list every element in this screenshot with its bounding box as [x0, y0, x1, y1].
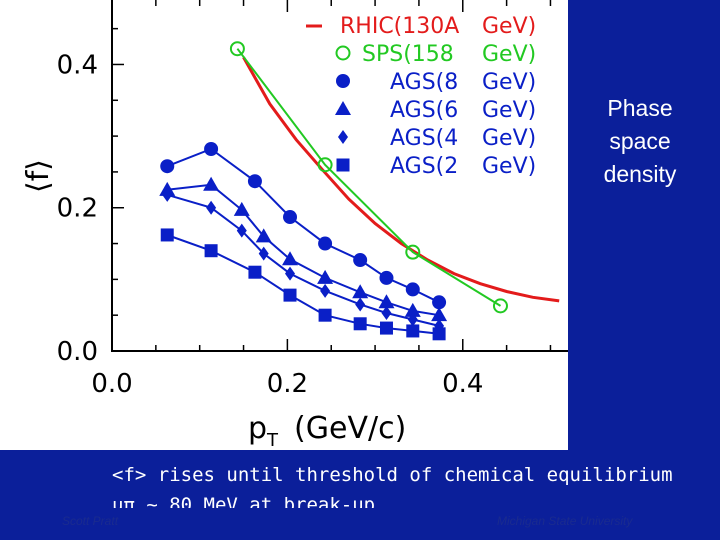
x-axis-label: pT (GeV/c)	[248, 411, 406, 450]
caption-line1: <f> rises until threshold of chemical eq…	[112, 464, 673, 486]
x-tick-label: 0.4	[442, 369, 483, 399]
legend-label: AGS(6	[390, 98, 458, 123]
data-point	[492, 298, 508, 314]
data-point	[355, 297, 366, 312]
data-point	[318, 236, 333, 251]
data-point	[258, 246, 269, 261]
data-point	[285, 266, 296, 281]
legend-swatch	[338, 130, 348, 144]
data-point	[229, 41, 245, 57]
data-point	[204, 244, 218, 258]
legend-label: AGS(4	[390, 126, 458, 151]
data-point	[162, 187, 173, 202]
y-tick-label: 0.2	[57, 194, 98, 224]
x-tick-label: 0.0	[91, 369, 132, 399]
data-point	[405, 282, 420, 297]
legend-label-units: GeV)	[482, 98, 536, 123]
data-point	[247, 174, 262, 189]
phase-space-chart: 0.0 0.2 0.4 0.0 0.2 0.4 pT (GeV/c) ⟨f⟩ RHIC(130A…	[21, 0, 568, 450]
data-point	[283, 288, 297, 302]
data-point	[320, 283, 331, 298]
data-point	[353, 317, 367, 331]
legend-swatch	[336, 74, 350, 88]
data-point	[236, 223, 247, 238]
series-line-1	[236, 48, 502, 307]
data-point	[432, 327, 446, 341]
legend-label-units: GeV)	[482, 14, 536, 39]
legend-label: RHIC(130A	[340, 14, 459, 39]
data-point	[352, 284, 369, 299]
data-point	[160, 159, 175, 174]
legend-label-units: GeV)	[482, 42, 536, 67]
slide-caption: <f> rises until threshold of chemical eq…	[112, 460, 712, 508]
legend-swatch	[335, 45, 351, 61]
data-point	[432, 295, 447, 310]
side-label-line2: space	[609, 128, 671, 154]
legend-label: AGS(2	[390, 154, 458, 179]
series-layer	[159, 41, 560, 341]
legend-label: AGS(8	[390, 70, 458, 95]
data-point	[407, 312, 418, 327]
series-line-4	[166, 193, 440, 327]
legend-label-units: GeV)	[482, 154, 536, 179]
data-point	[233, 201, 250, 216]
legend: RHIC(130A GeV) SPS(158 GeV) AGS(8 GeV) AGS(6 Ge…	[306, 14, 536, 179]
data-point	[431, 307, 448, 322]
legend-swatch	[336, 158, 350, 172]
x-tick-label: 0.2	[267, 369, 308, 399]
legend-swatch	[335, 101, 351, 115]
y-tick-label: 0.4	[57, 50, 98, 80]
side-label: Phase space density	[582, 92, 698, 191]
data-point	[379, 321, 393, 335]
data-point	[404, 302, 421, 317]
plot-frame	[111, 0, 568, 352]
data-point	[353, 253, 368, 268]
data-point	[378, 294, 395, 309]
data-point	[203, 176, 220, 191]
data-point	[206, 200, 217, 215]
data-point	[379, 270, 394, 285]
data-point	[282, 251, 299, 266]
legend-label: SPS(158	[362, 42, 454, 67]
series-line-0	[242, 56, 560, 303]
footer-institution: Michigan State University	[497, 514, 633, 528]
series-line-3	[167, 183, 440, 317]
plot-panel: 0.0 0.2 0.4 0.0 0.2 0.4 pT (GeV/c) ⟨f⟩ RHIC(130A…	[0, 0, 568, 450]
y-tick-label: 0.0	[57, 337, 98, 367]
y-axis-label: ⟨f⟩	[21, 159, 56, 193]
data-point	[318, 308, 332, 322]
data-point	[204, 141, 219, 156]
legend-label-units: GeV)	[482, 126, 536, 151]
caption-line2: μπ ~ 80 MeV at break-up	[112, 494, 376, 508]
data-point	[405, 244, 421, 260]
data-point	[283, 210, 298, 225]
data-point	[317, 269, 334, 284]
axes: 0.0 0.2 0.4 0.0 0.2 0.4 pT (GeV/c) ⟨f⟩	[21, 0, 568, 450]
side-label-line1: Phase	[607, 95, 673, 121]
legend-label-units: GeV)	[482, 70, 536, 95]
side-label-line3: density	[603, 161, 677, 187]
data-point	[160, 228, 174, 242]
data-point	[317, 157, 333, 173]
data-point	[406, 324, 420, 338]
data-point	[248, 265, 262, 279]
data-point	[381, 306, 392, 321]
footer-author: Scott Pratt	[62, 514, 119, 528]
data-point	[255, 228, 272, 243]
